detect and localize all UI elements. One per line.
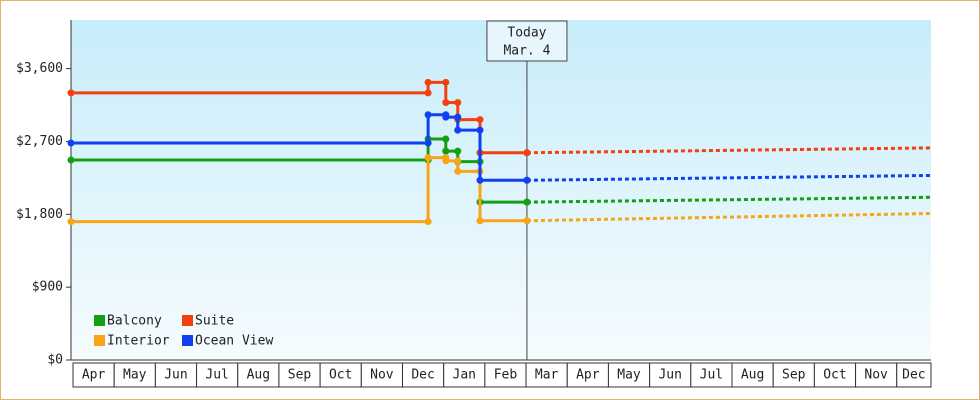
step-end-marker <box>454 113 462 121</box>
step-end-marker <box>424 218 432 226</box>
x-tick-box <box>813 362 857 388</box>
x-tick-label: Nov <box>370 368 394 383</box>
legend-swatch <box>182 315 193 326</box>
point-marker <box>67 218 75 226</box>
x-tick-label: Sep <box>288 368 312 383</box>
x-tick-label: Jul <box>700 368 723 383</box>
x-tick-box <box>690 362 733 388</box>
y-tick-label: $1,800 <box>16 207 63 222</box>
legend-swatch <box>94 335 105 346</box>
point-marker <box>454 126 462 134</box>
legend-label: Balcony <box>107 314 162 329</box>
legend-swatch <box>94 315 105 326</box>
step-end-marker <box>424 139 432 147</box>
x-tick-label: May <box>617 368 641 383</box>
forecast-line <box>526 211 932 223</box>
x-tick-label: Apr <box>576 368 600 383</box>
y-tick-label: $0 <box>47 353 63 368</box>
point-marker <box>442 147 450 155</box>
step-end-marker <box>442 135 450 143</box>
x-tick-label: Apr <box>82 368 106 383</box>
x-tick-label: Jul <box>205 368 228 383</box>
point-marker <box>523 198 531 206</box>
x-tick-box <box>772 362 815 388</box>
x-tick-box <box>896 362 932 388</box>
point-marker <box>476 176 484 184</box>
step-end-marker <box>476 126 484 134</box>
y-tick-label: $900 <box>32 280 63 295</box>
point-marker <box>476 217 484 225</box>
x-tick-label: Aug <box>741 368 764 383</box>
x-tick-label: Sep <box>782 368 806 383</box>
x-tick-label: Aug <box>247 368 270 383</box>
legend-label: Interior <box>107 334 170 349</box>
series <box>67 78 932 157</box>
step-end-marker <box>454 99 462 107</box>
x-tick-label: Jun <box>658 368 681 383</box>
x-tick-label: May <box>123 368 147 383</box>
x-tick-label: Mar <box>535 368 559 383</box>
point-marker <box>67 89 75 97</box>
point-marker <box>424 111 432 119</box>
plot-area <box>71 20 931 360</box>
x-tick-label: Jun <box>164 368 187 383</box>
point-marker <box>523 176 531 184</box>
today-box <box>486 20 568 62</box>
point-marker <box>523 217 531 225</box>
x-tick-label: Dec <box>902 368 925 383</box>
x-tick-box <box>237 362 280 388</box>
step-end-marker <box>454 157 462 165</box>
x-tick-box <box>319 362 362 388</box>
point-marker <box>454 167 462 175</box>
y-tick-label: $2,700 <box>16 134 63 149</box>
x-tick-box <box>484 362 527 388</box>
forecast-line <box>526 146 932 155</box>
forecast-line <box>526 173 932 182</box>
step-end-marker <box>454 147 462 155</box>
legend-label: Ocean View <box>195 334 273 349</box>
point-marker <box>442 113 450 121</box>
x-tick-box <box>154 362 198 388</box>
series <box>67 111 932 184</box>
series <box>67 154 932 226</box>
point-marker <box>424 78 432 86</box>
today-label: Today <box>507 26 546 41</box>
x-tick-label: Oct <box>823 368 846 383</box>
x-tick-label: Feb <box>494 368 518 383</box>
legend-swatch <box>182 335 193 346</box>
step-end-marker <box>476 116 484 124</box>
x-tick-box <box>649 362 692 388</box>
point-marker <box>442 99 450 107</box>
x-tick-label: Dec <box>411 368 434 383</box>
point-marker <box>67 139 75 147</box>
x-tick-box <box>566 362 609 388</box>
x-tick-box <box>402 362 445 388</box>
step-end-marker <box>424 89 432 97</box>
x-tick-label: Jan <box>453 368 476 383</box>
point-marker <box>424 154 432 162</box>
point-marker <box>523 149 531 157</box>
y-tick-label: $3,600 <box>16 61 63 76</box>
point-marker <box>67 156 75 164</box>
x-tick-label: Nov <box>864 368 888 383</box>
step-end-marker <box>442 78 450 86</box>
legend-label: Suite <box>195 314 234 329</box>
forecast-line <box>526 195 932 204</box>
x-tick-box <box>855 362 898 388</box>
x-tick-label: Oct <box>329 368 352 383</box>
today-label: Mar. 4 <box>503 44 550 59</box>
point-marker <box>442 157 450 165</box>
